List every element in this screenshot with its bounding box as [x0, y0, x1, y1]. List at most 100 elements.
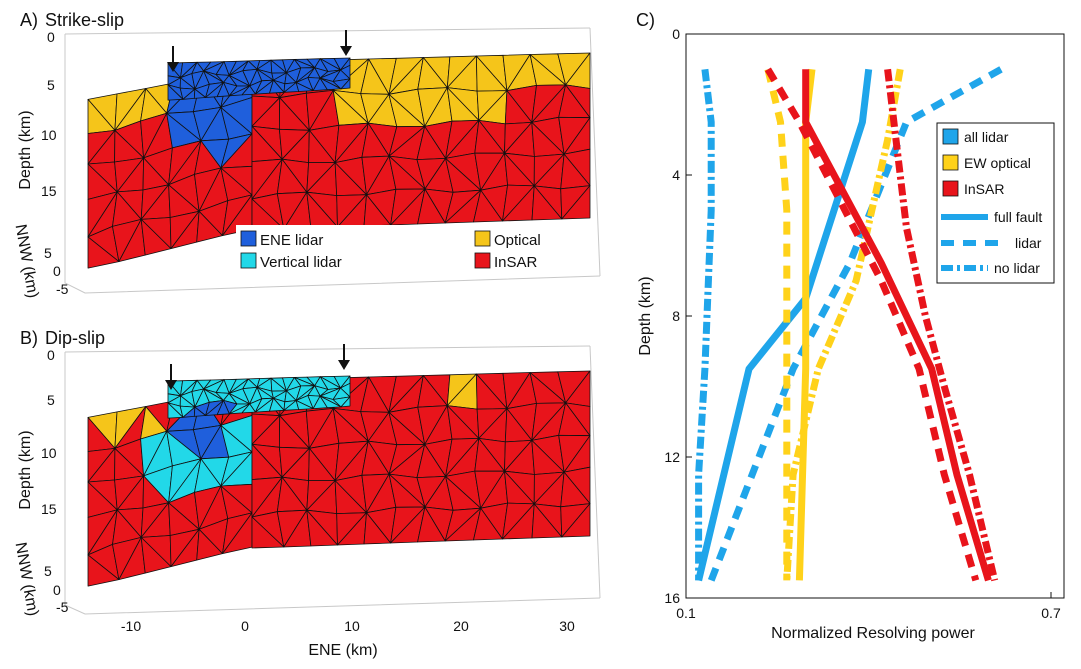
mesh-triangle-fine	[167, 84, 184, 101]
legend-label: EW optical	[964, 155, 1031, 171]
panel-b-nnw-ticks: 5 0 -5	[44, 563, 69, 615]
panel-b: B) Dip-slip 0 5 10 15 Depth (km) 5 0 -5 …	[12, 328, 601, 659]
mesh-triangle	[363, 512, 392, 545]
panel-c: 0 4 8 12 16 C) 0.1 0.7 Normalized Resolving …	[636, 10, 1065, 642]
legend-label: lidar	[1015, 235, 1042, 251]
arrow-icon	[340, 30, 352, 56]
panel-c-x-label: Normalized Resolving power	[771, 625, 975, 642]
arrow-icon	[165, 364, 177, 390]
series-line-all-lidar-no-lidar	[695, 68, 715, 581]
panel-b-title: Dip-slip	[45, 328, 105, 348]
panel-b-arrows	[165, 344, 350, 390]
panel-a: A) Strike-slip 0 5 10 15 Depth (km) 5 0 …	[12, 10, 601, 299]
legend-label: InSAR	[494, 254, 538, 271]
ene-tick: 20	[453, 618, 469, 634]
mesh-triangle	[251, 516, 285, 549]
legend-label: full fault	[994, 209, 1042, 225]
mesh-triangle-fine	[340, 396, 351, 408]
mesh-triangle-fine	[295, 400, 314, 410]
panel-a-depth-label: Depth (km)	[17, 110, 34, 189]
nnw-tick: -5	[56, 599, 69, 615]
y-tick-label: 4	[672, 167, 680, 183]
legend-swatch	[240, 252, 257, 269]
mesh-triangle	[561, 503, 591, 538]
panel-c-legend: all lidar EW optical InSAR full fault li…	[936, 122, 1055, 284]
ene-tick: -10	[121, 618, 141, 634]
panel-a-arrows	[167, 30, 352, 72]
mesh-triangle	[87, 554, 120, 587]
mesh-triangle-fine	[319, 77, 342, 91]
mesh-triangle-fine	[241, 85, 256, 96]
legend-swatch	[942, 154, 959, 171]
series-line-ew-optical-lidar	[764, 68, 791, 581]
mesh-triangle	[561, 185, 591, 220]
arrow-icon	[338, 344, 350, 370]
nnw-tick: 0	[53, 263, 61, 279]
ene-tick: 30	[559, 618, 575, 634]
ene-tick: 0	[241, 618, 249, 634]
panel-c-y-ticks: 0 4 8 12 16	[664, 26, 1052, 606]
panel-a-nnw-ticks: 5 0 -5	[44, 245, 69, 297]
legend-label: ENE lidar	[260, 232, 323, 249]
y-tick-label: 16	[664, 590, 680, 606]
depth-tick: 10	[41, 445, 57, 461]
x-tick-label: 0.7	[1041, 605, 1061, 621]
legend-swatch	[474, 230, 491, 247]
panel-b-depth-ticks: 0 5 10 15	[41, 347, 57, 517]
y-tick-label: 0	[672, 26, 680, 42]
mesh-triangle-fine	[193, 88, 207, 99]
mesh-triangle	[417, 188, 446, 225]
mesh-triangle-fine	[241, 403, 256, 414]
series-line-insar-lidar	[764, 67, 980, 582]
panel-a-title: Strike-slip	[45, 10, 124, 30]
mesh-triangle	[140, 218, 172, 256]
nnw-tick: 0	[53, 582, 61, 598]
legend-swatch	[240, 230, 257, 247]
panel-b-nnw-label: NNW (km)	[12, 541, 42, 617]
mesh-triangle-fine	[269, 79, 285, 94]
ene-tick: 10	[344, 618, 360, 634]
legend-label: Optical	[494, 232, 541, 249]
x-tick-label: 0.1	[676, 605, 696, 621]
panel-c-y-label: Depth (km)	[637, 276, 654, 355]
arrow-icon	[167, 46, 179, 72]
mesh-triangle	[87, 236, 120, 269]
panel-a-depth-ticks: 0 5 10 15	[41, 29, 57, 199]
mesh-triangle	[306, 509, 338, 547]
panel-c-label: C)	[636, 10, 655, 30]
mesh-triangle-fine	[167, 402, 184, 419]
legend-label: InSAR	[964, 181, 1004, 197]
series-line-insar-full-fault	[802, 69, 992, 582]
panel-a-box	[64, 27, 601, 294]
mesh-triangle	[196, 210, 223, 243]
panel-a-nnw-label: NNW (km)	[12, 223, 42, 299]
panel-a-label: A)	[20, 10, 38, 30]
y-tick-label: 8	[672, 308, 680, 324]
legend-label: no lidar	[994, 260, 1040, 276]
series-line-all-lidar-lidar	[707, 66, 1003, 582]
mesh-triangle-fine	[340, 78, 351, 90]
mesh-triangle-fine	[193, 406, 207, 417]
mesh-triangle	[473, 507, 503, 541]
depth-tick: 15	[41, 501, 57, 517]
series-line-insar-no-lidar	[884, 68, 999, 582]
nnw-tick: 5	[44, 245, 52, 261]
legend-box	[936, 122, 1055, 284]
legend-label: Vertical lidar	[260, 254, 342, 271]
depth-tick: 10	[41, 127, 57, 143]
mesh-triangle	[473, 189, 503, 223]
y-tick-label: 12	[664, 449, 680, 465]
mesh-triangle-fine	[216, 82, 230, 98]
nnw-tick: 5	[44, 563, 52, 579]
series-line-ew-optical-no-lidar	[783, 68, 904, 581]
mesh-triangle	[196, 528, 223, 561]
panel-b-ene-label: ENE (km)	[308, 642, 377, 659]
legend-swatch	[942, 180, 959, 197]
mesh-triangle-fine	[295, 82, 314, 92]
mesh-triangle	[531, 503, 563, 539]
depth-tick: 5	[47, 392, 55, 408]
mesh-triangle	[140, 537, 172, 574]
panel-b-ene-ticks: -10 0 10 20 30	[121, 618, 575, 634]
legend-background	[236, 225, 588, 275]
